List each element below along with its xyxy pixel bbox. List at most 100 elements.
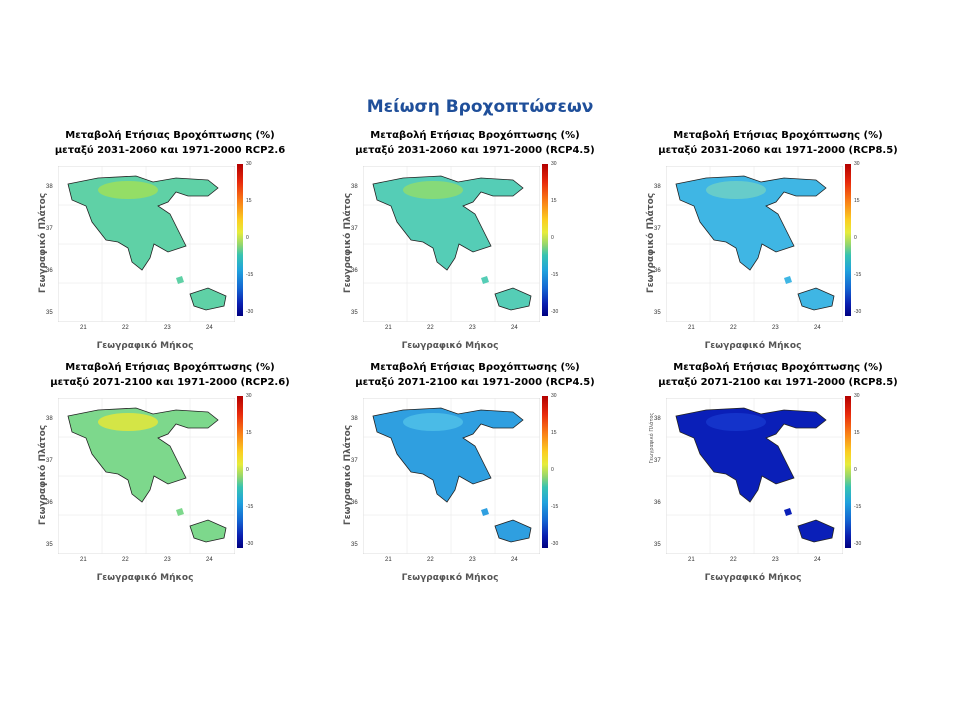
x-axis-label: Γεωγραφικό Μήκος (96, 573, 194, 583)
precipitation-change-map (666, 398, 843, 554)
x-tick-label: 21 (80, 557, 87, 563)
panel-title-line2: μεταξύ 2031-2060 και 1971-2000 (RCP4.5) (355, 145, 595, 156)
y-axis-label: Γεωγραφικό Πλάτος (38, 192, 48, 294)
y-tick-label: 37 (46, 458, 53, 464)
island-region (797, 519, 835, 543)
y-axis-label: Γεωγραφικό Πλάτος (343, 424, 353, 526)
panel-title-line1: Μεταβολή Ετήσιας Βροχόπτωσης (%) (370, 130, 580, 141)
panel-title-line2: μεταξύ 2071-2100 και 1971-2000 (RCP8.5) (658, 377, 898, 388)
x-tick-label: 22 (730, 325, 737, 331)
map-panel: Μεταβολή Ετήσιας Βροχόπτωσης (%) μεταξύ 2… (628, 360, 928, 588)
small-island (784, 276, 792, 284)
panel-title-line1: Μεταβολή Ετήσιας Βροχόπτωσης (%) (673, 362, 883, 373)
x-tick-label: 21 (385, 325, 392, 331)
colorbar-tick: 15 (246, 198, 252, 204)
y-axis-label: Γεωγραφικό Πλάτος (649, 412, 655, 464)
x-tick-label: 24 (814, 557, 821, 563)
colorbar-tick: -30 (551, 541, 559, 547)
colorbar (845, 164, 851, 316)
island-region (494, 287, 532, 311)
colorbar-tick: 30 (854, 161, 860, 167)
land-region (67, 175, 219, 271)
y-axis-label: Γεωγραφικό Πλάτος (646, 192, 656, 294)
anomaly-patch (98, 181, 158, 199)
x-tick-label: 23 (772, 557, 779, 563)
x-tick-label: 24 (814, 325, 821, 331)
map-panel: Μεταβολή Ετήσιας Βροχόπτωσης (%) μεταξύ 2… (20, 128, 320, 356)
colorbar-tick: -30 (551, 309, 559, 315)
anomaly-patch (403, 413, 463, 431)
panel-title: Μεταβολή Ετήσιας Βροχόπτωσης (%) μεταξύ 2… (325, 128, 625, 158)
panel-title-line1: Μεταβολή Ετήσιας Βροχόπτωσης (%) (673, 130, 883, 141)
anomaly-patch (706, 413, 766, 431)
colorbar-tick: 0 (551, 235, 554, 241)
y-tick-label: 36 (46, 500, 53, 506)
x-tick-label: 22 (730, 557, 737, 563)
y-tick-label: 35 (351, 310, 358, 316)
x-tick-label: 23 (164, 325, 171, 331)
y-tick-label: 37 (654, 226, 661, 232)
x-tick-label: 23 (469, 557, 476, 563)
land-region (675, 175, 827, 271)
precipitation-change-map (58, 166, 235, 322)
colorbar (542, 396, 548, 548)
x-tick-label: 22 (122, 557, 129, 563)
y-axis-label: Γεωγραφικό Πλάτος (38, 424, 48, 526)
colorbar-tick: 15 (854, 198, 860, 204)
x-tick-label: 21 (688, 325, 695, 331)
y-tick-label: 35 (654, 542, 661, 548)
precipitation-change-map (666, 166, 843, 322)
panel-title: Μεταβολή Ετήσιας Βροχόπτωσης (%) μεταξύ 2… (325, 360, 625, 390)
x-tick-label: 22 (427, 325, 434, 331)
y-tick-label: 35 (654, 310, 661, 316)
panel-title-line2: μεταξύ 2031-2060 και 1971-2000 (RCP8.5) (658, 145, 898, 156)
y-tick-label: 36 (351, 500, 358, 506)
y-tick-label: 36 (46, 268, 53, 274)
colorbar-tick: 30 (246, 161, 252, 167)
y-tick-label: 38 (46, 416, 53, 422)
y-tick-label: 36 (351, 268, 358, 274)
y-tick-label: 37 (351, 458, 358, 464)
colorbar-tick: -30 (246, 541, 254, 547)
x-tick-label: 21 (688, 557, 695, 563)
colorbar-tick: 0 (551, 467, 554, 473)
x-axis-label: Γεωγραφικό Μήκος (96, 341, 194, 351)
colorbar-tick: 30 (551, 161, 557, 167)
panel-title: Μεταβολή Ετήσιας Βροχόπτωσης (%) μεταξύ 2… (628, 360, 928, 390)
y-tick-label: 36 (654, 268, 661, 274)
y-tick-label: 37 (654, 458, 661, 464)
slide-title: Μείωση Βροχοπτώσεων (366, 97, 594, 117)
y-tick-label: 35 (351, 542, 358, 548)
small-island (481, 508, 489, 516)
island-region (189, 287, 227, 311)
colorbar-tick: 15 (551, 430, 557, 436)
x-tick-label: 21 (385, 557, 392, 563)
colorbar-tick: 15 (246, 430, 252, 436)
x-axis-label: Γεωγραφικό Μήκος (704, 573, 802, 583)
panel-title-line1: Μεταβολή Ετήσιας Βροχόπτωσης (%) (370, 362, 580, 373)
y-tick-label: 35 (46, 310, 53, 316)
small-island (176, 276, 184, 284)
panel-title-line2: μεταξύ 2071-2100 και 1971-2000 (RCP4.5) (355, 377, 595, 388)
colorbar-tick: 0 (246, 467, 249, 473)
colorbar (845, 396, 851, 548)
island-region (189, 519, 227, 543)
x-tick-label: 24 (511, 325, 518, 331)
panel-title: Μεταβολή Ετήσιας Βροχόπτωσης (%) μεταξύ 2… (628, 128, 928, 158)
x-tick-label: 22 (427, 557, 434, 563)
x-axis-label: Γεωγραφικό Μήκος (704, 341, 802, 351)
x-tick-label: 24 (206, 325, 213, 331)
colorbar-tick: -30 (246, 309, 254, 315)
x-axis-label: Γεωγραφικό Μήκος (401, 341, 499, 351)
x-tick-label: 22 (122, 325, 129, 331)
anomaly-patch (706, 181, 766, 199)
x-tick-label: 23 (469, 325, 476, 331)
anomaly-patch (98, 413, 158, 431)
island-region (797, 287, 835, 311)
small-island (481, 276, 489, 284)
panel-title-line2: μεταξύ 2071-2100 και 1971-2000 (RCP2.6) (50, 377, 290, 388)
colorbar-tick: -15 (246, 504, 254, 510)
x-tick-label: 21 (80, 325, 87, 331)
colorbar-tick: -15 (551, 272, 559, 278)
x-tick-label: 23 (164, 557, 171, 563)
